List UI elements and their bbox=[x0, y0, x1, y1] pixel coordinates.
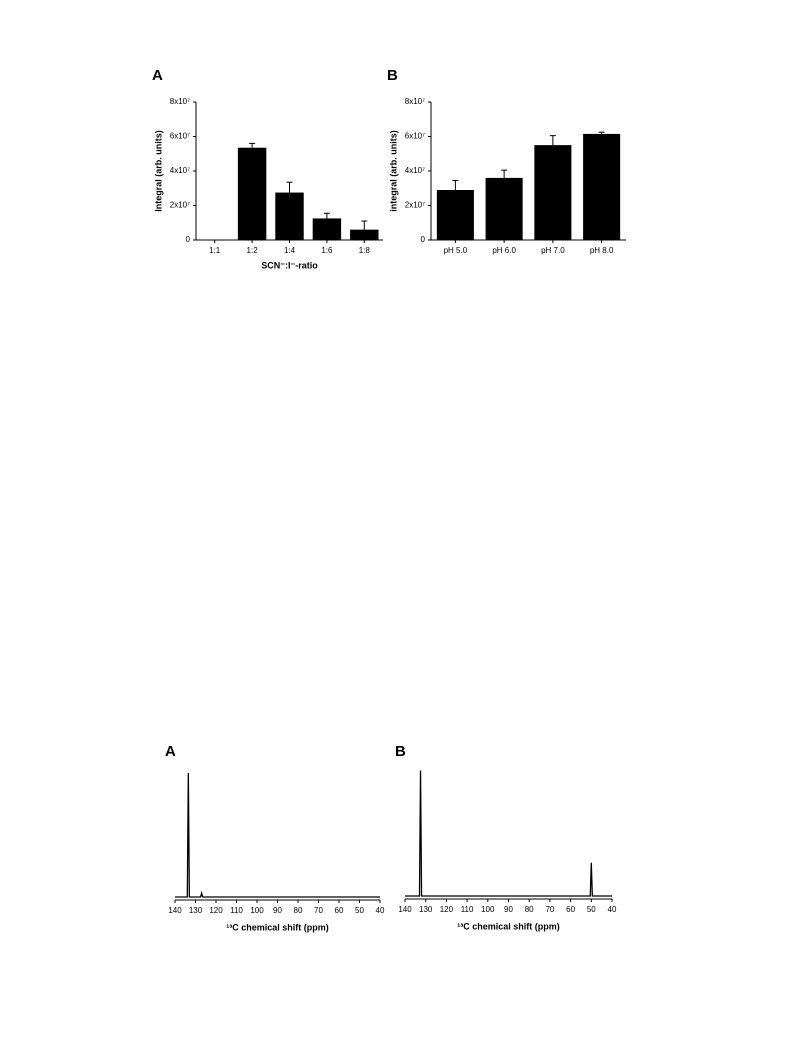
x-tick-label: 70 bbox=[314, 906, 323, 915]
x-tick-label: pH 6.0 bbox=[492, 246, 516, 255]
x-tick-label: 140 bbox=[398, 905, 412, 914]
x-tick-label: 120 bbox=[209, 906, 223, 915]
y-tick-label: 6x10⁷ bbox=[170, 132, 190, 141]
x-tick-label: 90 bbox=[504, 905, 513, 914]
x-tick-label: pH 8.0 bbox=[590, 246, 614, 255]
x-tick-label: 50 bbox=[355, 906, 364, 915]
bar bbox=[312, 218, 342, 240]
x-tick-label: 100 bbox=[250, 906, 264, 915]
x-tick-label: 60 bbox=[335, 906, 344, 915]
panel-label: A bbox=[152, 67, 163, 84]
bar bbox=[485, 177, 523, 240]
x-tick-label: 100 bbox=[481, 905, 495, 914]
x-tick-label: 40 bbox=[608, 905, 617, 914]
x-tick-label: 140 bbox=[168, 906, 182, 915]
x-tick-label: 40 bbox=[376, 906, 385, 915]
x-tick-label: 80 bbox=[525, 905, 534, 914]
bar bbox=[436, 189, 474, 240]
x-tick-label: 110 bbox=[230, 906, 243, 915]
bar bbox=[534, 145, 572, 240]
x-tick-label: 1:4 bbox=[284, 246, 296, 255]
y-tick-label: 0 bbox=[421, 235, 426, 244]
y-axis-label: Integral (arb. units) bbox=[153, 130, 163, 212]
x-tick-label: 1:6 bbox=[321, 246, 333, 255]
y-axis-label: integral (arb. units) bbox=[388, 130, 398, 212]
x-tick-label: pH 7.0 bbox=[541, 246, 565, 255]
bar bbox=[350, 229, 379, 240]
x-axis-label: ¹³C chemical shift (ppm) bbox=[457, 921, 560, 931]
x-tick-label: 1:2 bbox=[247, 246, 259, 255]
x-tick-label: 90 bbox=[273, 906, 282, 915]
x-tick-label: 80 bbox=[294, 906, 303, 915]
x-tick-label: 70 bbox=[545, 905, 554, 914]
error-bar bbox=[452, 179, 459, 190]
spectrum bbox=[175, 773, 380, 898]
x-tick-label: pH 5.0 bbox=[444, 246, 468, 255]
spectrum bbox=[405, 770, 612, 897]
x-tick-label: 1:1 bbox=[209, 246, 221, 255]
y-tick-label: 4x10⁷ bbox=[405, 166, 425, 175]
x-tick-label: 60 bbox=[566, 905, 575, 914]
y-tick-label: 8x10⁷ bbox=[405, 97, 425, 106]
bar bbox=[583, 133, 621, 240]
error-bar bbox=[323, 212, 330, 219]
x-tick-label: 130 bbox=[419, 905, 433, 914]
x-axis-label: ¹³C chemical shift (ppm) bbox=[226, 922, 329, 932]
panel-label: B bbox=[395, 743, 406, 760]
error-bar bbox=[249, 142, 256, 148]
x-tick-label: 50 bbox=[587, 905, 596, 914]
y-tick-label: 6x10⁷ bbox=[405, 132, 425, 141]
panel-label: A bbox=[165, 743, 176, 760]
x-tick-label: 1:8 bbox=[359, 246, 371, 255]
y-tick-label: 2x10⁷ bbox=[405, 201, 425, 210]
error-bar bbox=[501, 169, 508, 178]
error-bar bbox=[549, 135, 556, 146]
y-tick-label: 4x10⁷ bbox=[170, 166, 190, 175]
bar bbox=[275, 192, 304, 240]
x-tick-label: 110 bbox=[461, 905, 474, 914]
error-bar bbox=[598, 131, 605, 134]
x-tick-label: 120 bbox=[440, 905, 454, 914]
y-tick-label: 2x10⁷ bbox=[170, 201, 190, 210]
error-bar bbox=[286, 181, 293, 193]
bar bbox=[237, 147, 267, 240]
x-axis-label: SCN⁻:I⁻-ratio bbox=[261, 260, 318, 270]
error-bar bbox=[361, 220, 368, 230]
x-tick-label: 130 bbox=[189, 906, 203, 915]
y-tick-label: 0 bbox=[186, 235, 191, 244]
y-tick-label: 8x10⁷ bbox=[170, 97, 190, 106]
panel-label: B bbox=[387, 67, 398, 84]
